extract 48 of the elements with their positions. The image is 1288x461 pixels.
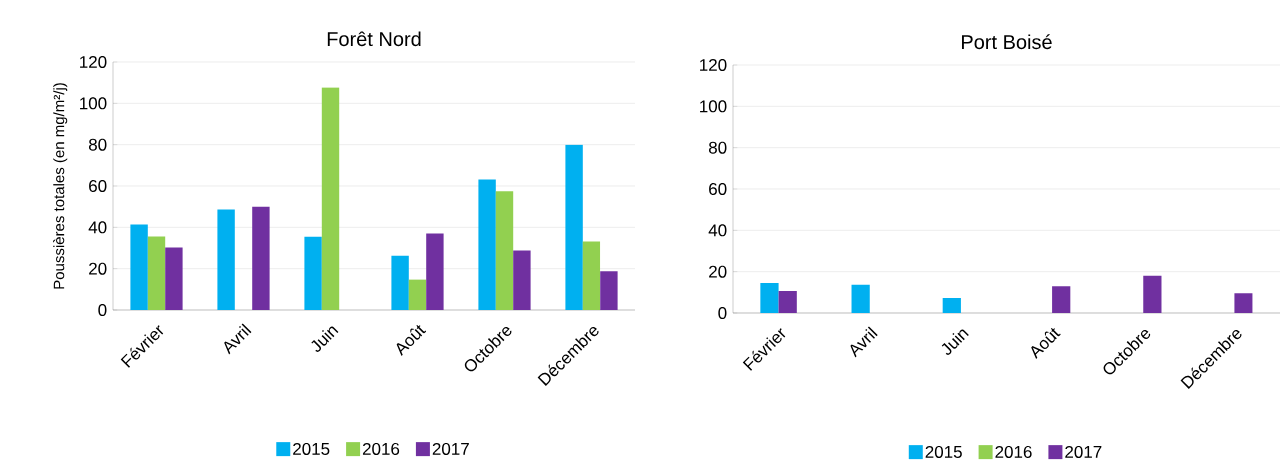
x-tick-label: Juin: [311, 326, 339, 352]
bar: [760, 283, 779, 313]
bar: [565, 144, 583, 310]
bar: [582, 241, 601, 310]
bar: [408, 279, 427, 310]
legend-label: 2016: [362, 442, 400, 455]
chart-title: Port Boisé: [962, 34, 1052, 50]
y-tick-label: 100: [700, 100, 727, 113]
legend-label: 2017: [1065, 445, 1102, 458]
bar: [513, 250, 531, 310]
legend-label: 2015: [293, 442, 330, 455]
y-tick-label: 80: [88, 138, 107, 151]
y-tick-label: 120: [700, 58, 727, 72]
bar: [851, 284, 870, 313]
bar: [426, 233, 444, 310]
y-tick-label: 0: [98, 303, 107, 317]
bar: [321, 87, 340, 310]
bar: [600, 271, 618, 310]
bar: [252, 206, 270, 310]
y-tick-label: 100: [80, 97, 107, 110]
y-tick-label: 80: [708, 141, 727, 154]
bar: [391, 255, 409, 310]
legend-label: 2017: [432, 442, 469, 455]
bar: [942, 297, 961, 313]
legend-label: 2015: [925, 445, 962, 458]
y-tick-label: 0: [718, 306, 727, 320]
bar: [1234, 293, 1253, 313]
y-tick-label: 20: [89, 262, 107, 275]
bar: [1052, 286, 1071, 313]
y-tick-label: 40: [88, 221, 107, 234]
bar: [217, 209, 235, 310]
bar: [495, 191, 514, 310]
y-axis-title: Poussières totales (en mg/m²/j): [53, 83, 68, 289]
x-tick-label: Juin: [941, 329, 969, 355]
bar: [304, 236, 322, 310]
chart-title: Forêt Nord: [327, 31, 421, 47]
y-tick-label: 60: [89, 179, 107, 193]
y-tick-label: 120: [80, 55, 107, 69]
y-tick-label: 40: [708, 224, 727, 237]
bar: [478, 179, 496, 310]
y-tick-label: 20: [709, 265, 727, 278]
bar: [147, 236, 166, 310]
legend-label: 2016: [995, 445, 1032, 458]
y-tick-label: 60: [709, 182, 727, 196]
bar: [778, 290, 797, 313]
bar: [165, 247, 183, 310]
bar: [1143, 275, 1162, 313]
bar: [130, 224, 148, 310]
